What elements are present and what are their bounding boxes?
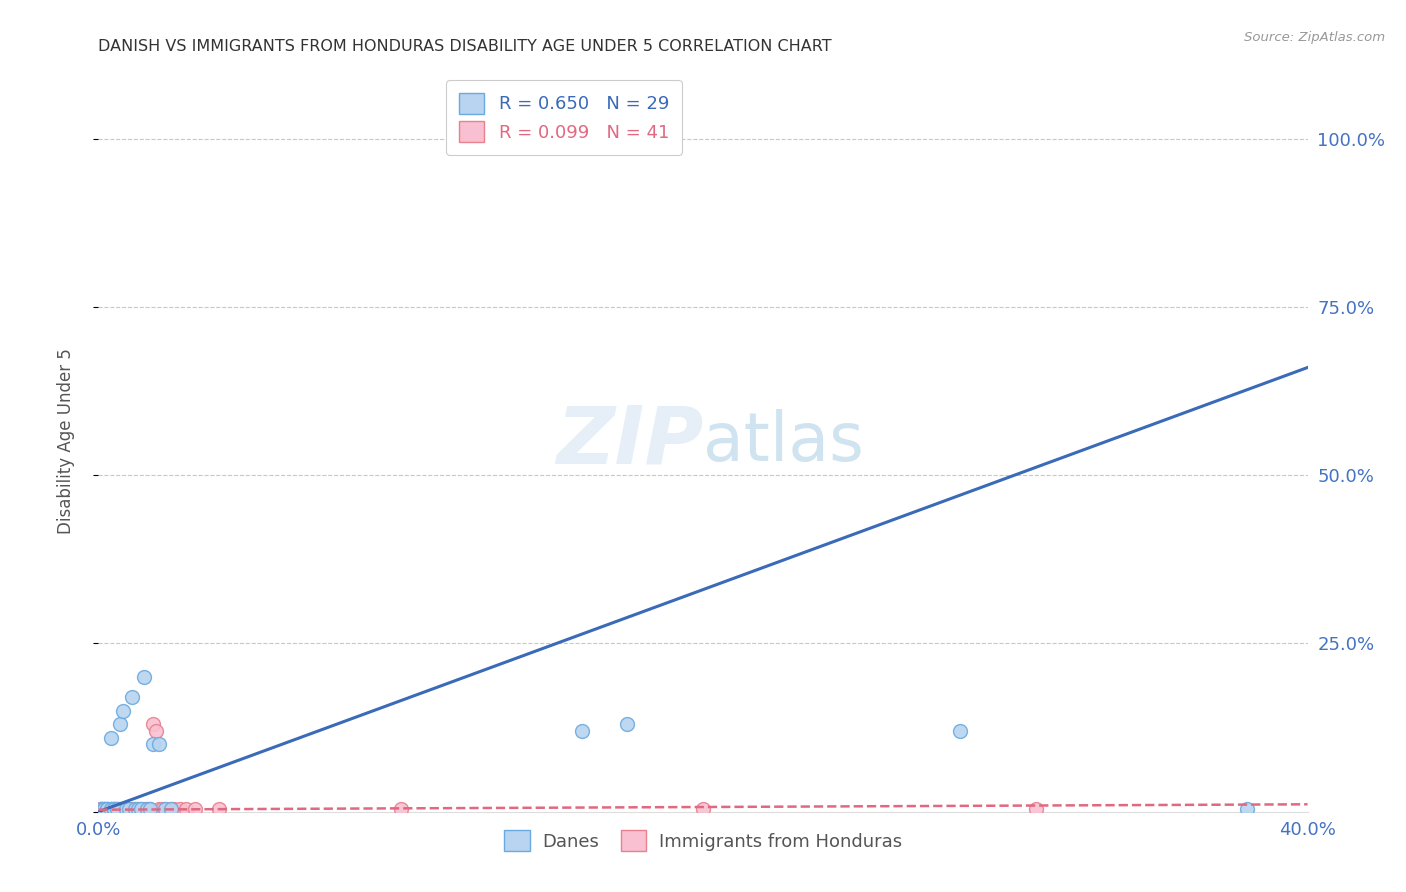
Point [139,802,162,816]
Point [145,723,167,738]
Point [150,802,173,816]
Legend: Danes, Immigrants from Honduras: Danes, Immigrants from Honduras [498,823,908,858]
Text: ZIP: ZIP [555,402,703,481]
Point [124,802,146,816]
Point [124,802,146,816]
Point [93,802,115,816]
Point [571,723,593,738]
Point [96,802,118,816]
Point [135,802,157,816]
Point [114,802,136,816]
Point [949,723,972,738]
Point [148,802,170,816]
Point [93,802,115,816]
Point [142,717,165,731]
Point [208,802,231,816]
Point [90,802,112,816]
Point [108,802,131,816]
Point [108,717,131,731]
Point [129,802,152,816]
Point [132,670,155,684]
Point [174,802,197,816]
Point [1236,802,1258,816]
Point [121,802,143,816]
Point [90,802,112,816]
Point [184,802,207,816]
Point [160,802,183,816]
Text: DANISH VS IMMIGRANTS FROM HONDURAS DISABILITY AGE UNDER 5 CORRELATION CHART: DANISH VS IMMIGRANTS FROM HONDURAS DISAB… [98,38,832,54]
Point [142,738,165,752]
Point [153,802,176,816]
Point [111,704,134,718]
Point [105,802,128,816]
Point [127,802,149,816]
Point [139,802,162,816]
Y-axis label: Disability Age Under 5: Disability Age Under 5 [56,349,75,534]
Point [148,738,170,752]
Point [90,802,112,816]
Text: Source: ZipAtlas.com: Source: ZipAtlas.com [1244,31,1385,45]
Point [1024,802,1046,816]
Point [108,802,131,816]
Point [100,802,122,816]
Point [111,802,134,816]
Point [127,802,149,816]
Point [114,802,136,816]
Point [90,802,112,816]
Point [96,802,118,816]
Point [692,802,714,816]
Point [135,802,157,816]
Point [103,802,125,816]
Point [389,802,412,816]
Point [616,717,638,731]
Point [118,802,141,816]
Point [153,802,176,816]
Point [105,802,128,816]
Point [121,690,143,705]
Point [118,802,141,816]
Point [111,802,134,816]
Point [118,802,141,816]
Point [103,802,125,816]
Point [129,802,152,816]
Point [103,802,125,816]
Point [103,802,125,816]
Point [132,802,155,816]
Point [105,802,128,816]
Point [169,802,191,816]
Point [163,802,186,816]
Point [96,802,118,816]
Text: atlas: atlas [703,409,863,475]
Point [100,802,122,816]
Point [93,802,115,816]
Point [160,802,183,816]
Point [96,802,118,816]
Point [100,802,122,816]
Point [93,802,115,816]
Point [100,731,122,745]
